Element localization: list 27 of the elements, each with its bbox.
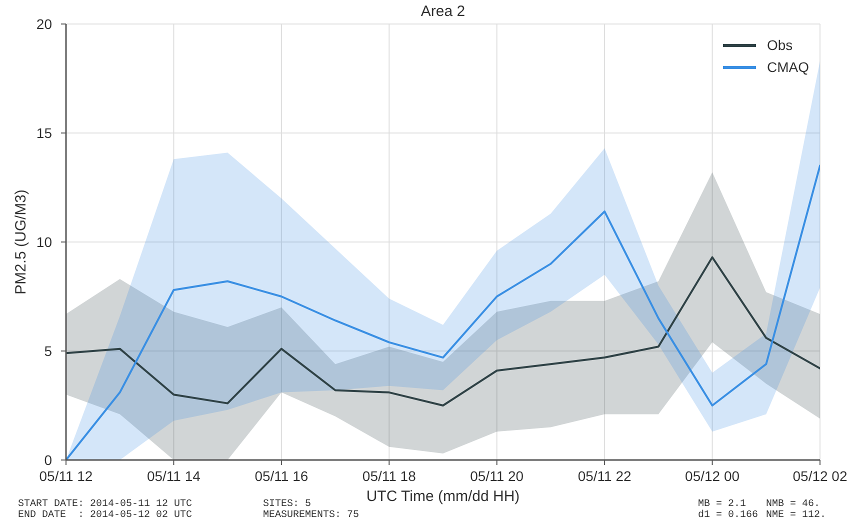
y-axis-title: PM2.5 (UG/M3)	[12, 189, 30, 295]
x-tick-label: 05/11 20	[470, 468, 524, 484]
text: END DATE : 2014-05-12 02 UTC	[18, 510, 192, 521]
x-tick-label: 05/11 14	[146, 468, 201, 484]
y-tick-label: 0	[44, 452, 52, 468]
x-tick-label: 05/12 02	[792, 468, 848, 484]
x-tick-label: 05/12 00	[685, 468, 740, 484]
x-tick-label: 05/11 18	[362, 468, 416, 484]
y-tick-label: 10	[36, 234, 52, 250]
y-tick-label: 15	[36, 124, 52, 141]
text: START DATE: 2014-05-11 12 UTC	[18, 499, 192, 510]
text: NME = 112.	[766, 510, 826, 521]
text: d1 = 0.166	[698, 510, 758, 521]
y-tick-label: 5	[44, 342, 52, 359]
x-axis-title: UTC Time (mm/dd HH)	[366, 488, 520, 505]
text: SITES: 5	[263, 499, 312, 510]
x-tick-label: 05/11 22	[578, 468, 632, 484]
x-tick-label: 05/11 16	[254, 468, 308, 484]
text: NMB = 46.	[766, 499, 820, 510]
legend-label: Obs	[767, 37, 793, 53]
text: MEASUREMENTS: 75	[263, 510, 360, 521]
chart-title: Area 2	[420, 3, 466, 20]
y-tick-label: 20	[36, 16, 52, 32]
legend-label: CMAQ	[767, 59, 809, 75]
text: MB = 2.1	[698, 499, 746, 510]
x-tick-label: 05/11 12	[39, 468, 93, 484]
line-series	[66, 256, 820, 406]
